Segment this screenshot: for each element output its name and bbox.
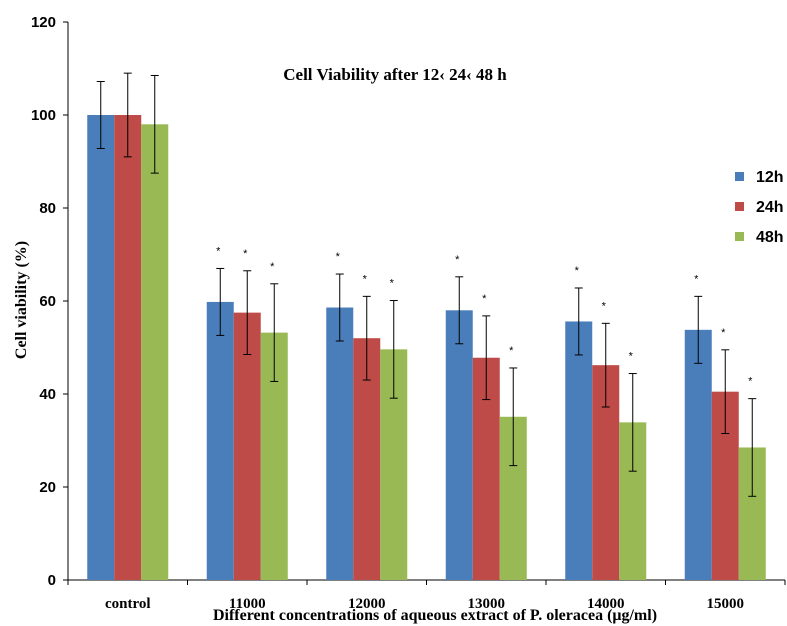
bar-12h-11000 [206, 301, 234, 580]
bar-12h-control [87, 115, 115, 580]
significance-markers: * * * * * * * * * * * * * * * [216, 245, 753, 387]
significance-star: * [602, 300, 607, 312]
x-category-label: 12000 [348, 596, 386, 612]
y-tick-label: 120 [31, 14, 56, 31]
bar-24h-control [114, 115, 142, 580]
x-category-label: 13000 [468, 596, 506, 612]
y-tick-label: 80 [39, 200, 56, 217]
significance-star: * [748, 376, 753, 388]
significance-star: * [243, 248, 248, 260]
significance-star: * [482, 293, 487, 305]
legend-label-12h: 12h [756, 169, 784, 186]
legend-label-24h: 24h [756, 199, 784, 216]
significance-star: * [336, 251, 341, 263]
y-tick-label: 0 [48, 572, 56, 589]
error-bars-group [96, 72, 757, 497]
significance-star: * [629, 351, 634, 363]
x-axis-title: Different concentrations of aqueous extr… [213, 607, 657, 624]
bar-24h-11000 [233, 312, 261, 580]
x-category-label: control [105, 596, 151, 612]
significance-star: * [694, 273, 699, 285]
y-axis-title: Cell viability (%) [13, 241, 30, 359]
x-category-label: 11000 [229, 596, 266, 612]
significance-star: * [270, 261, 275, 273]
legend-swatch-12h [735, 172, 744, 181]
significance-star: * [455, 254, 460, 266]
bar-12h-15000 [684, 329, 712, 580]
x-category-label: 14000 [587, 596, 625, 612]
x-category-labels: control 11000 12000 13000 14000 15000 [105, 596, 744, 612]
bar-12h-12000 [326, 307, 354, 580]
legend-label-48h: 48h [756, 229, 784, 246]
bar-48h-control [141, 124, 169, 581]
legend-swatch-48h [735, 232, 744, 241]
y-tick-label: 40 [39, 386, 56, 403]
y-tick-label: 20 [39, 479, 56, 496]
y-tick-label: 100 [31, 107, 56, 124]
significance-star: * [721, 327, 726, 339]
y-tick-label: 60 [39, 293, 56, 310]
y-tick-labels: 0 20 40 60 80 100 120 [31, 14, 56, 589]
significance-star: * [216, 245, 221, 257]
chart-title: Cell Viability after 12‹ 24‹ 48 h [283, 65, 507, 84]
significance-star: * [390, 278, 395, 290]
significance-star: * [509, 345, 514, 357]
axes [63, 21, 786, 585]
significance-star: * [363, 273, 368, 285]
bar-12h-13000 [445, 310, 473, 580]
x-category-label: 15000 [707, 596, 745, 612]
legend: 12h 24h 48h [735, 169, 784, 246]
bar-12h-14000 [565, 321, 593, 580]
bars-group [87, 115, 766, 581]
legend-swatch-24h [735, 202, 744, 211]
significance-star: * [575, 265, 580, 277]
